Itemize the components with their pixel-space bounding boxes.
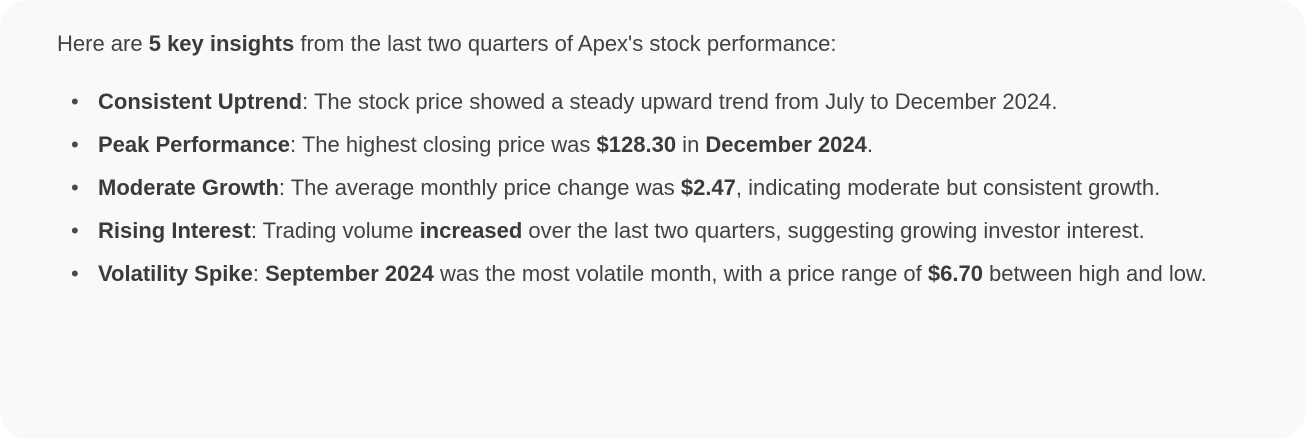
bullet-icon: • — [71, 175, 79, 200]
text-run: in — [676, 132, 706, 157]
insights-list: • Consistent Uptrend: The stock price sho… — [57, 80, 1248, 295]
insight-item: • Rising Interest: Trading volume increas… — [57, 209, 1247, 252]
bold-text-run: September 2024 — [265, 261, 434, 286]
bold-text-run: Peak Performance — [98, 132, 290, 157]
insight-item: • Volatility Spike: September 2024 was th… — [57, 252, 1247, 295]
insight-item: • Consistent Uptrend: The stock price sho… — [57, 80, 1247, 123]
insight-item: • Peak Performance: The highest closing p… — [57, 123, 1247, 166]
text-run: : — [252, 261, 266, 286]
bold-text-run: Rising Interest — [98, 218, 251, 243]
bold-text-run: December 2024 — [705, 132, 867, 157]
bold-text-run: $6.70 — [927, 261, 983, 286]
insight-item: • Moderate Growth: The average monthly pr… — [57, 166, 1247, 209]
text-run: Here are — [57, 31, 149, 56]
bold-text-run: $128.30 — [596, 132, 677, 157]
text-run: over the last two quarters, suggesting g… — [522, 218, 1145, 243]
text-run: , indicating moderate but consistent gro… — [735, 175, 1161, 200]
text-run: between high and low. — [982, 261, 1207, 286]
bold-text-run: Volatility Spike — [98, 261, 253, 286]
bullet-icon: • — [71, 89, 79, 114]
text-run: : The highest closing price was — [290, 132, 597, 157]
bold-text-run: 5 key insights — [148, 31, 295, 56]
bold-text-run: increased — [419, 218, 523, 243]
bold-text-run: Moderate Growth — [98, 175, 279, 200]
text-run: : Trading volume — [250, 218, 420, 243]
bullet-icon: • — [71, 218, 79, 243]
text-run: : The stock price showed a steady upward… — [302, 89, 1058, 114]
text-run: : The average monthly price change was — [278, 175, 681, 200]
text-run: was the most volatile month, with a pric… — [433, 261, 928, 286]
bullet-icon: • — [71, 261, 79, 286]
bullet-icon: • — [71, 132, 79, 157]
bold-text-run: $2.47 — [680, 175, 736, 200]
text-run: from the last two quarters of Apex's sto… — [294, 31, 837, 56]
intro-text: Here are 5 key insights from the last tw… — [57, 22, 1247, 65]
text-run: . — [866, 132, 873, 157]
bold-text-run: Consistent Uptrend — [98, 89, 303, 114]
